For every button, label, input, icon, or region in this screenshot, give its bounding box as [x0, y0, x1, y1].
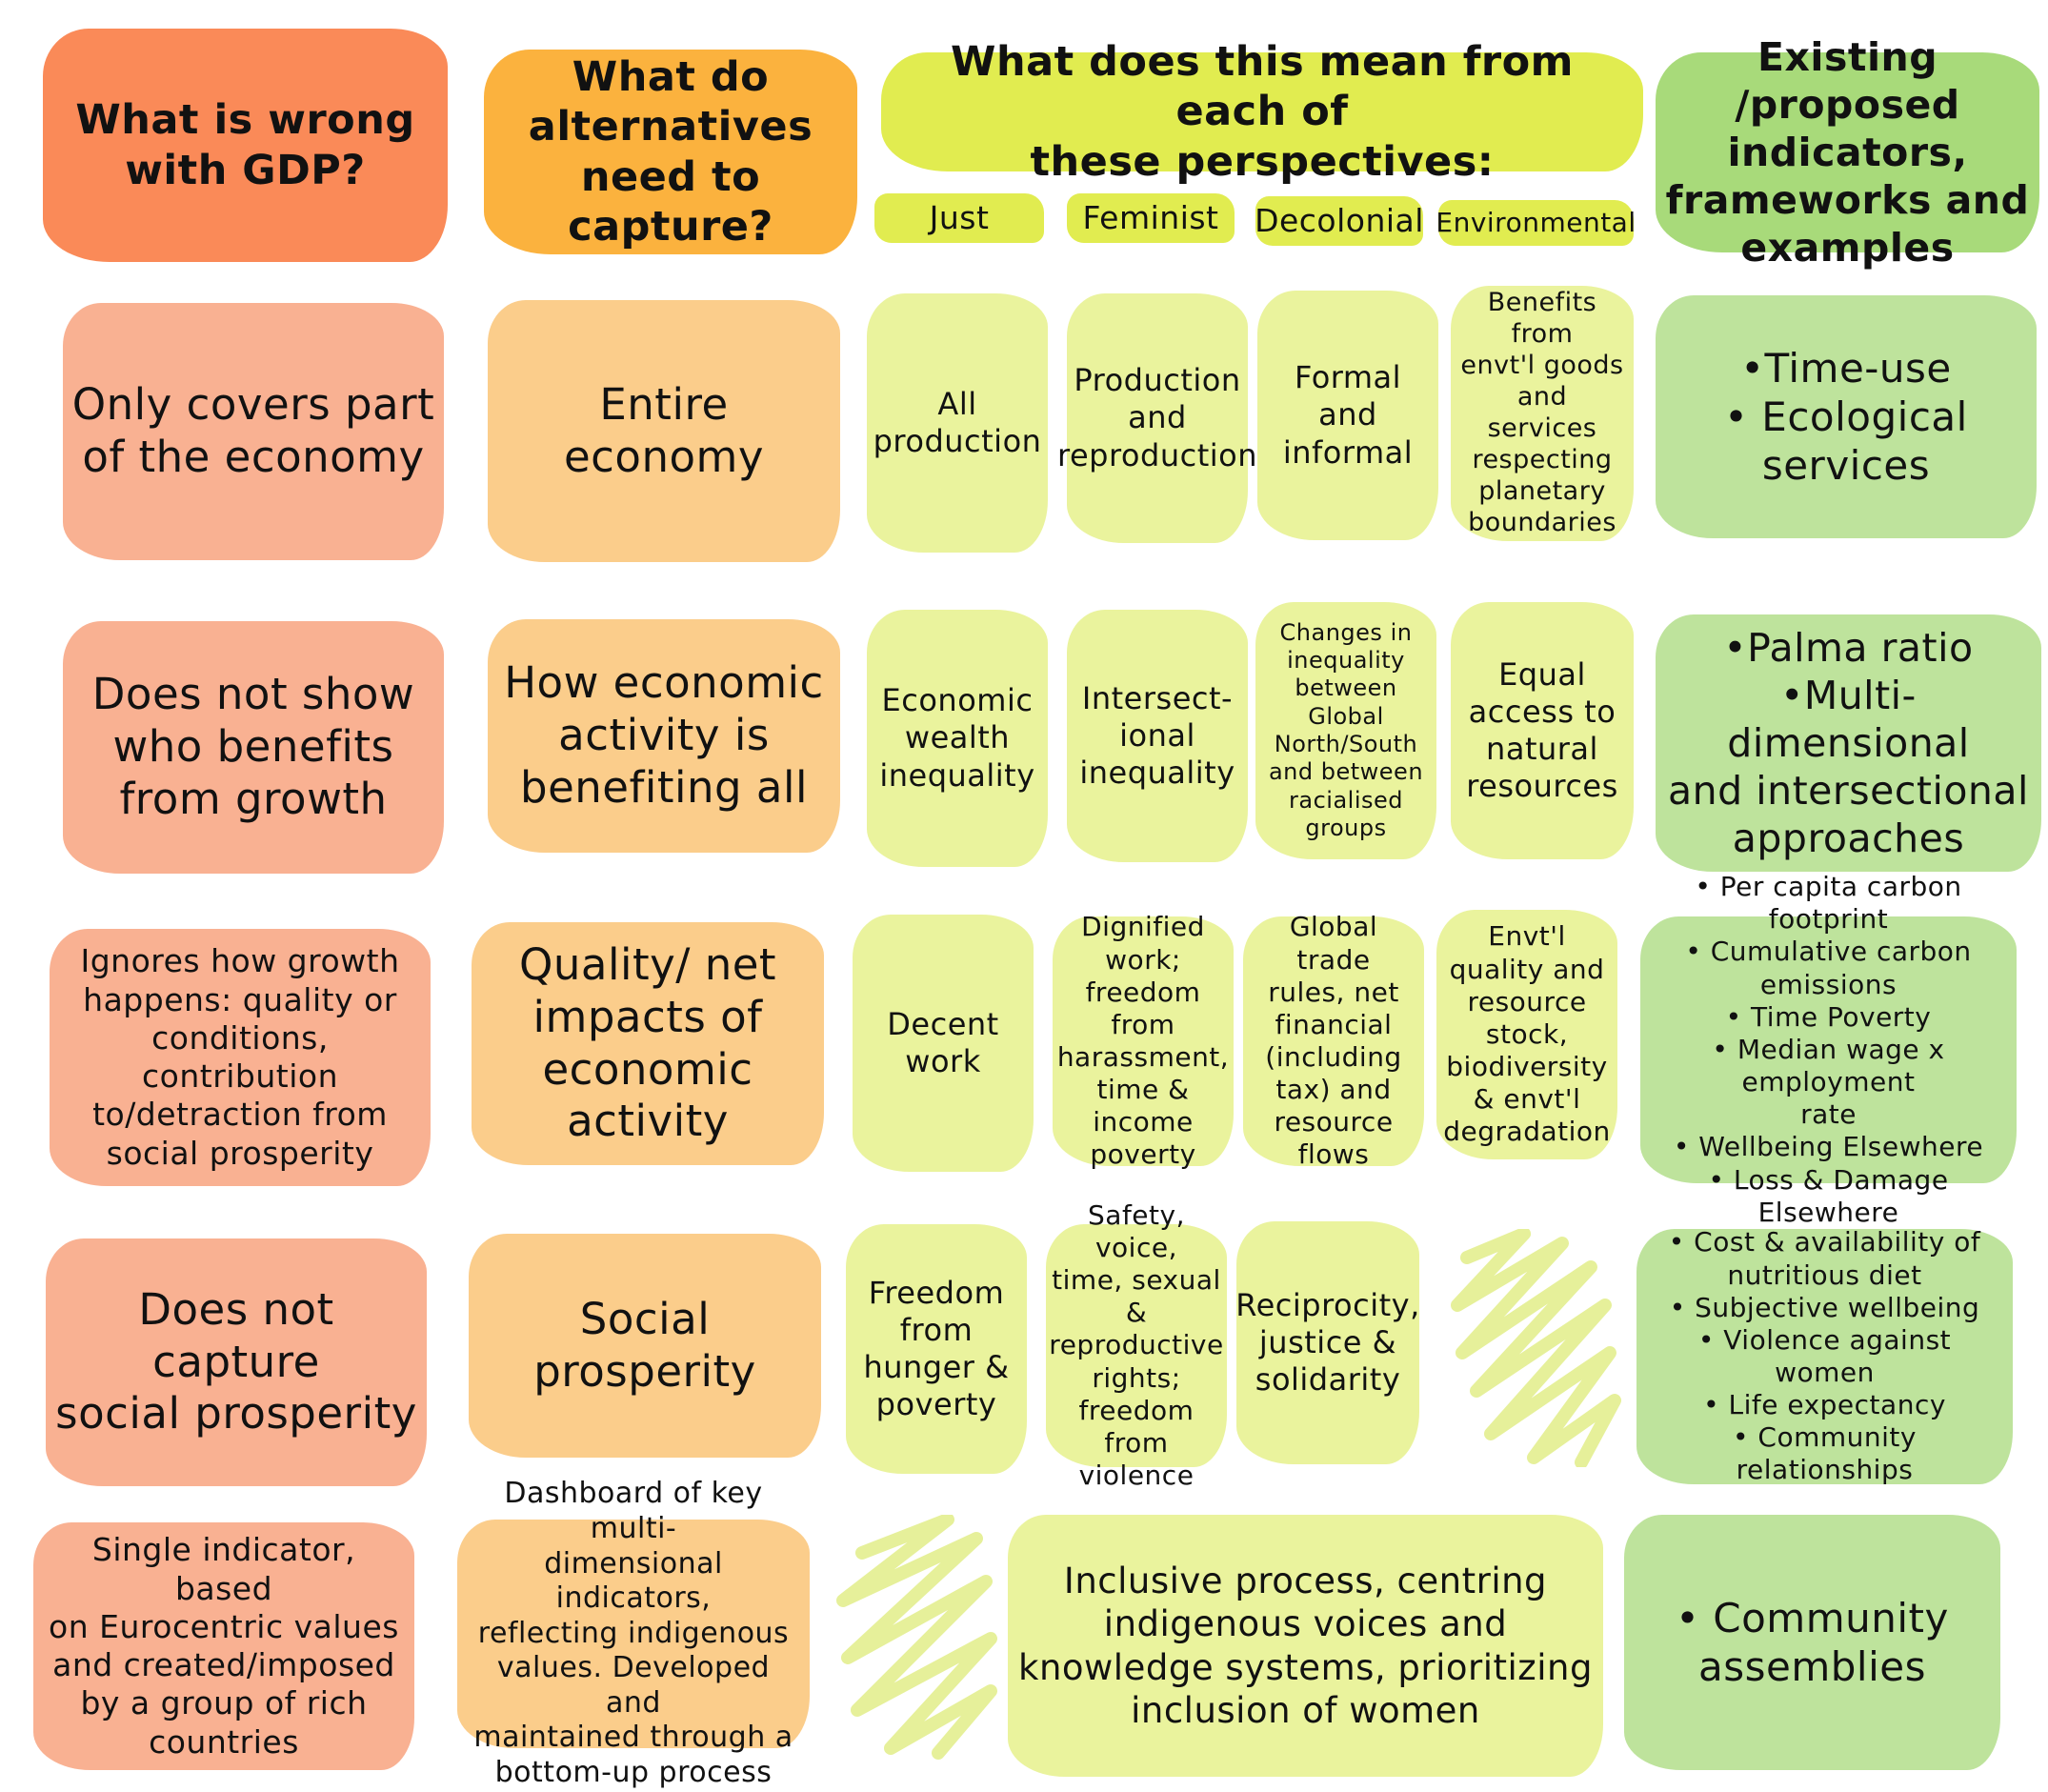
subheader-feminist: Feminist	[1067, 193, 1235, 243]
environmental-cell-1: Benefits from envt'l goods and services …	[1451, 286, 1634, 541]
subheader-environmental: Environmental	[1436, 200, 1636, 246]
gdp-cell-3: Ignores how growth happens: quality or c…	[50, 929, 431, 1186]
merged-perspectives-cell-5: Inclusive process, centring indigenous v…	[1008, 1515, 1603, 1777]
indicators-cell-5: • Community assemblies	[1624, 1515, 2000, 1770]
feminist-cell-3: Dignified work; freedom from harassment,…	[1053, 911, 1234, 1170]
indicators-cell-3: • Per capita carbon footprint • Cumulati…	[1640, 871, 2017, 1228]
just-cell-1: All production	[867, 293, 1048, 553]
decolonial-cell-2: Changes in inequality between Global Nor…	[1255, 602, 1436, 859]
indicators-cell-2: •Palma ratio •Multi-dimensional and inte…	[1656, 614, 2041, 872]
just-cell-4: Freedom from hunger & poverty	[846, 1224, 1027, 1474]
header-indicators: Existing /proposed indicators, framework…	[1656, 34, 2039, 271]
subheader-decolonial: Decolonial	[1255, 196, 1423, 246]
environmental-cell-3: Envt'l quality and resource stock, biodi…	[1436, 910, 1617, 1159]
gdp-cell-4: Does not capture social prosperity	[46, 1238, 427, 1486]
gdp-cell-2: Does not show who benefits from growth	[63, 621, 444, 874]
capture-cell-3: Quality/ net impacts of economic activit…	[472, 922, 824, 1165]
scribble-empty-environmental	[1451, 1229, 1621, 1467]
feminist-cell-4: Safety, voice, time, sexual & reproducti…	[1046, 1199, 1227, 1491]
indicators-cell-1: •Time-use • Ecological services	[1656, 295, 2037, 538]
feminist-cell-1: Production and reproduction	[1057, 293, 1256, 543]
just-cell-3: Decent work	[853, 915, 1034, 1172]
capture-cell-1: Entire economy	[488, 300, 840, 562]
subheader-just: Just	[874, 193, 1044, 243]
capture-cell-2: How economic activity is benefiting all	[488, 619, 840, 853]
indicators-cell-4: • Cost & availability of nutritious diet…	[1636, 1226, 2013, 1485]
decolonial-cell-1: Formal and informal	[1257, 291, 1438, 540]
decolonial-cell-4: Reciprocity, justice & solidarity	[1235, 1221, 1419, 1464]
capture-cell-4: Social prosperity	[469, 1234, 821, 1458]
header-capture: What do alternatives need to capture?	[484, 50, 857, 254]
header-perspectives: What does this mean from each of these p…	[881, 38, 1643, 186]
decolonial-cell-3: Global trade rules, net financial (inclu…	[1243, 911, 1424, 1170]
capture-cell-5: Dashboard of key multi- dimensional indi…	[457, 1477, 810, 1789]
header-gdp: What is wrong with GDP?	[43, 29, 448, 262]
feminist-cell-2: Intersect- ional inequality	[1067, 610, 1248, 862]
just-cell-2: Economic wealth inequality	[867, 610, 1048, 867]
scribble-empty-just	[836, 1515, 997, 1760]
gdp-cell-5: Single indicator, based on Eurocentric v…	[33, 1522, 414, 1770]
gdp-cell-1: Only covers part of the economy	[63, 303, 444, 560]
environmental-cell-2: Equal access to natural resources	[1451, 602, 1634, 859]
